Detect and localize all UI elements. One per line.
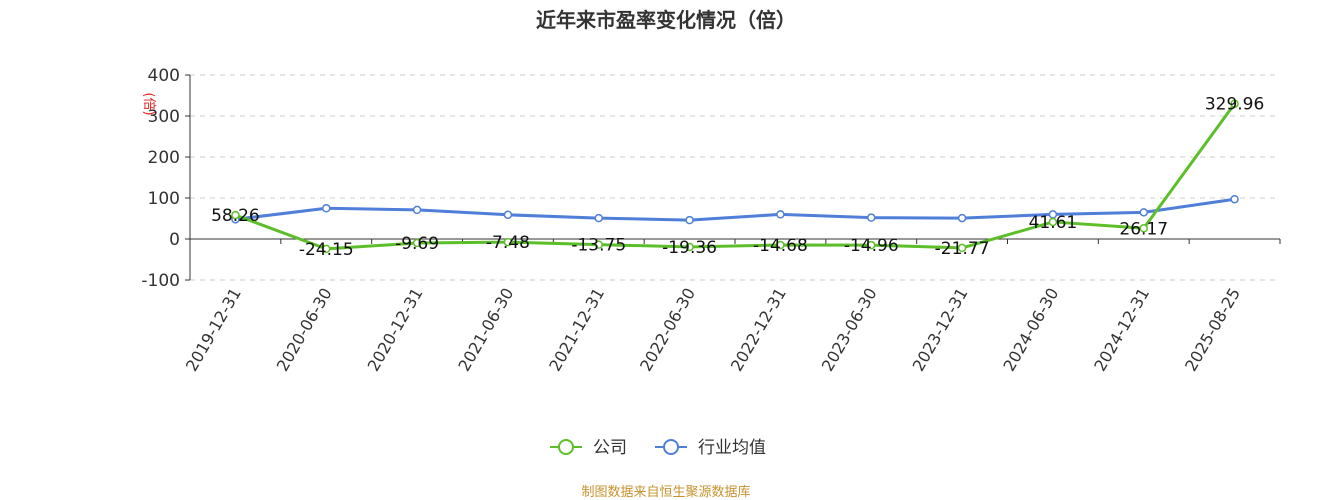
- data-point: [231, 210, 240, 220]
- legend-label: 公司: [593, 438, 627, 458]
- x-tick-label: 2024-06-30: [999, 285, 1062, 375]
- y-tick-label: 200: [148, 148, 180, 168]
- chart-title: 近年来市盈率变化情况（倍）: [536, 8, 796, 32]
- data-point: [594, 240, 603, 249]
- y-tick-label: 300: [148, 107, 180, 127]
- y-axis-unit: (倍): [141, 92, 156, 115]
- data-label: 41.61: [1029, 213, 1078, 233]
- x-tick-label: 2020-06-30: [273, 285, 336, 375]
- data-point: [503, 237, 513, 247]
- data-label: -19.36: [662, 238, 717, 258]
- data-point: [867, 213, 876, 222]
- x-tick-label: 2022-06-30: [636, 285, 699, 375]
- data-point: [1048, 217, 1058, 227]
- data-label: 329.96: [1205, 95, 1264, 115]
- x-tick-label: 2021-06-30: [454, 285, 517, 375]
- series-line-company: [234, 102, 1236, 251]
- data-label: 26.17: [1119, 219, 1168, 239]
- data-point: [412, 205, 422, 215]
- data-point: [1230, 99, 1239, 108]
- data-point: [776, 210, 785, 219]
- data-point: [503, 210, 513, 220]
- legend-symbol: [663, 439, 679, 455]
- data-label: -21.77: [935, 239, 990, 259]
- data-point: [322, 204, 331, 213]
- data-point: [1139, 208, 1148, 217]
- data-label: -14.96: [844, 236, 899, 256]
- x-tick-label: 2021-12-31: [545, 285, 608, 375]
- data-point: [685, 215, 694, 225]
- x-tick-label: 2023-12-31: [909, 284, 972, 374]
- data-point: [957, 213, 967, 223]
- grid-lines: [190, 74, 1280, 281]
- x-tick-label: 2023-06-30: [818, 285, 881, 375]
- x-tick-label: 2024-12-31: [1090, 285, 1153, 375]
- x-tick-label: 2020-12-31: [364, 285, 427, 375]
- data-label: -24.15: [299, 240, 354, 260]
- y-tick-label: -100: [141, 271, 180, 291]
- y-tick-label: 100: [148, 189, 180, 209]
- data-point: [322, 244, 331, 254]
- data-point: [594, 213, 603, 223]
- data-label: -7.48: [486, 233, 530, 253]
- series-layer: [231, 99, 1239, 254]
- legend-symbol: [558, 439, 574, 455]
- data-source-note: 制图数据来自恒生聚源数据库: [581, 484, 750, 500]
- x-tick-label: 2022-12-31: [727, 285, 790, 375]
- x-tick-label: 2025-08-25: [1181, 285, 1244, 375]
- data-point: [1139, 224, 1148, 233]
- legend-label: 行业均值: [698, 438, 766, 458]
- legend: 公司 行业均值: [550, 438, 766, 458]
- series-line-industry: [235, 197, 1235, 222]
- y-tick-label: 0: [169, 230, 180, 250]
- data-label: -13.75: [571, 236, 626, 256]
- data-point: [867, 240, 876, 250]
- data-label: -14.68: [753, 236, 808, 256]
- data-label: 58.26: [211, 206, 260, 226]
- data-point: [957, 243, 967, 253]
- data-point: [776, 240, 785, 250]
- data-labels: 58.26 -24.15 -9.69 -7.48 -13.75 -19.36 -14.68 -…: [211, 95, 1264, 260]
- data-label: -9.69: [395, 234, 439, 254]
- x-tick-label: 2019-12-31: [182, 285, 245, 375]
- data-point: [412, 238, 422, 248]
- data-point: [1230, 194, 1239, 204]
- y-tick-label: 400: [148, 66, 180, 86]
- data-point: [685, 242, 694, 252]
